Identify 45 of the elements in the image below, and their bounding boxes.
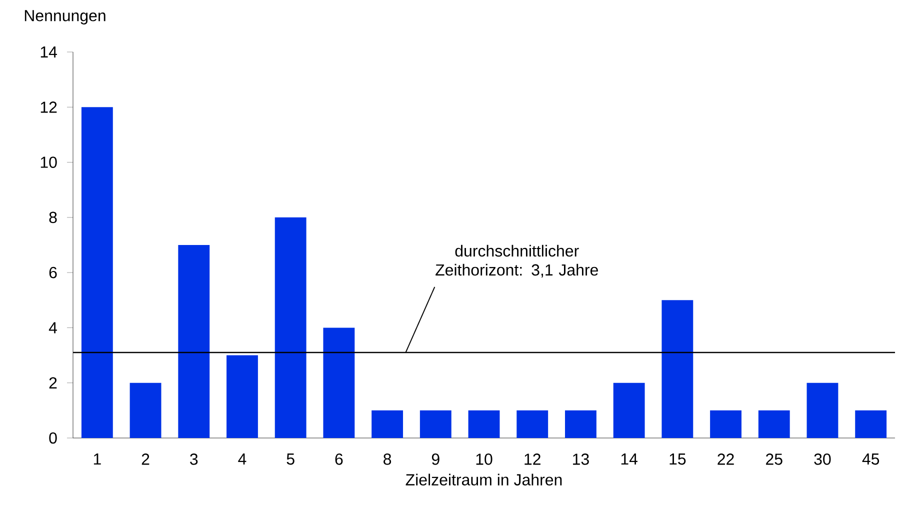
x-axis-title: Zielzeitraum in Jahren (406, 474, 562, 486)
x-tick-label: 13 (573, 454, 589, 465)
bar (468, 410, 500, 438)
x-tick-label: 6 (335, 454, 343, 465)
bar (81, 107, 113, 438)
bar (226, 355, 258, 438)
x-tick-label: 45 (862, 454, 880, 465)
x-tick-label: 2 (142, 454, 150, 465)
bar (662, 300, 694, 438)
x-tick-label: 14 (621, 454, 638, 465)
x-tick-label: 25 (766, 454, 782, 465)
y-tick-label: 10 (40, 156, 57, 168)
y-tick-label: 14 (40, 46, 57, 58)
bar (613, 382, 645, 438)
bar (565, 410, 596, 438)
x-tick-label: 8 (384, 454, 392, 465)
x-tick-label: 3 (190, 454, 198, 465)
ref-line-label: durchschnittlicher Zeithorizont: 3,1 Jahre (436, 244, 598, 278)
bar (178, 244, 210, 438)
y-tick-label: 2 (49, 377, 57, 388)
bar (420, 410, 452, 438)
x-tick-label: 12 (524, 454, 540, 465)
y-tick-label: 0 (49, 432, 57, 444)
x-tick-label: 9 (432, 454, 440, 465)
bar (372, 410, 404, 438)
x-tick-label: 1 (94, 454, 101, 465)
y-tick-label: 4 (48, 322, 57, 334)
y-axis-title: Nennungen (24, 10, 106, 24)
y-tick-label: 12 (40, 102, 57, 113)
bar (130, 382, 162, 438)
bar (323, 328, 355, 438)
x-tick-label: 10 (476, 454, 492, 465)
bar (758, 410, 790, 438)
x-tick-label: 5 (286, 454, 294, 465)
bar (516, 410, 548, 438)
bar (710, 410, 742, 438)
x-tick-label: 4 (238, 454, 246, 465)
bar (806, 382, 838, 438)
y-tick-label: 6 (49, 266, 57, 278)
x-tick-label: 30 (814, 454, 831, 465)
x-tick-label: 15 (670, 454, 686, 465)
x-tick-label: 22 (718, 454, 734, 465)
bar (274, 217, 306, 438)
y-tick-label: 8 (49, 212, 57, 224)
bar (855, 410, 887, 438)
